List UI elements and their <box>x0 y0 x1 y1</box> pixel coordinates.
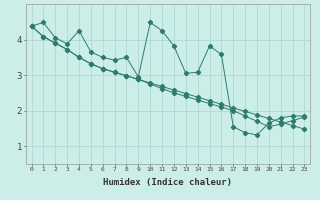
X-axis label: Humidex (Indice chaleur): Humidex (Indice chaleur) <box>103 178 233 187</box>
